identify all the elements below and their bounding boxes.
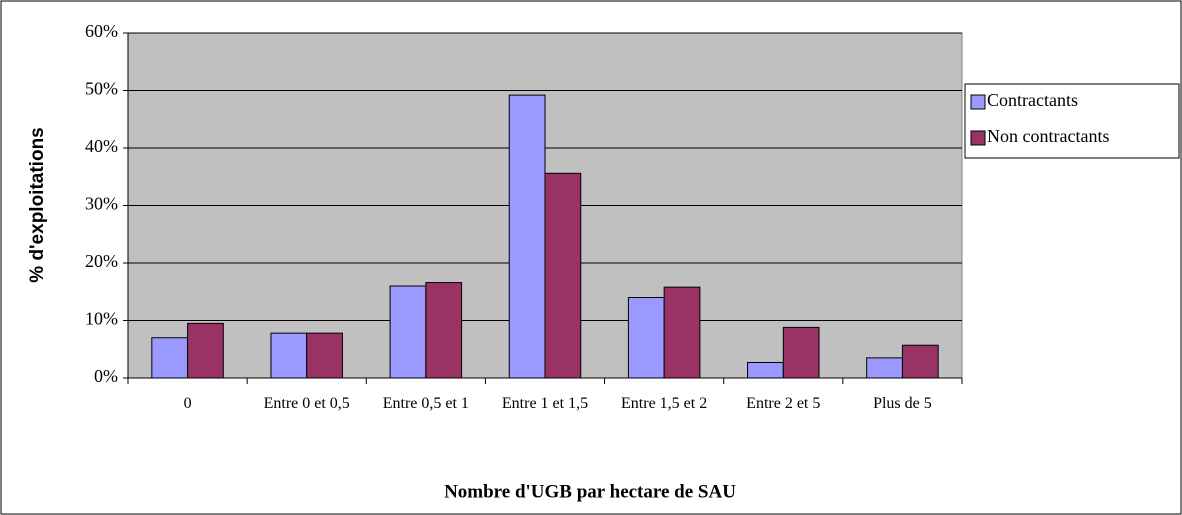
x-axis-title: Nombre d'UGB par hectare de SAU [444, 481, 736, 502]
bar [270, 332, 308, 379]
legend-swatch [970, 94, 986, 110]
x-tick-label: 0 [183, 395, 192, 412]
x-tick-label: Entre 1 et 1,5 [501, 395, 589, 412]
bar [627, 297, 665, 379]
x-tick-label: Plus de 5 [873, 395, 932, 412]
bar [782, 326, 820, 379]
y-tick-label: 40% [85, 136, 118, 156]
legend-label: Non contractants [987, 126, 1109, 146]
bar [306, 332, 343, 379]
y-tick-label: 20% [85, 251, 118, 271]
bar [866, 357, 903, 379]
x-tick-label: Entre 2 et 5 [746, 395, 821, 412]
bar [425, 282, 463, 379]
y-axis-title: % d'exploitations [27, 127, 48, 282]
x-tick-label: Entre 0 et 0,5 [263, 395, 350, 412]
y-tick-label: 60% [85, 21, 118, 41]
x-tick-label: Entre 1,5 et 2 [621, 395, 708, 412]
y-tick-label: 30% [85, 194, 118, 214]
bar [508, 94, 546, 379]
legend-box [964, 83, 1180, 159]
bar [187, 322, 224, 379]
bar [747, 361, 784, 379]
y-tick-label: 0% [94, 366, 118, 386]
y-tick-label: 10% [85, 309, 118, 329]
legend-swatch [970, 130, 986, 146]
y-tick-label: 50% [85, 79, 118, 99]
bar [544, 172, 582, 379]
legend-label: Contractants [987, 90, 1078, 110]
bar [901, 344, 939, 379]
bar [389, 285, 427, 379]
x-tick-label: Entre 0,5 et 1 [382, 395, 469, 412]
bar [663, 286, 701, 379]
bar [151, 337, 189, 379]
